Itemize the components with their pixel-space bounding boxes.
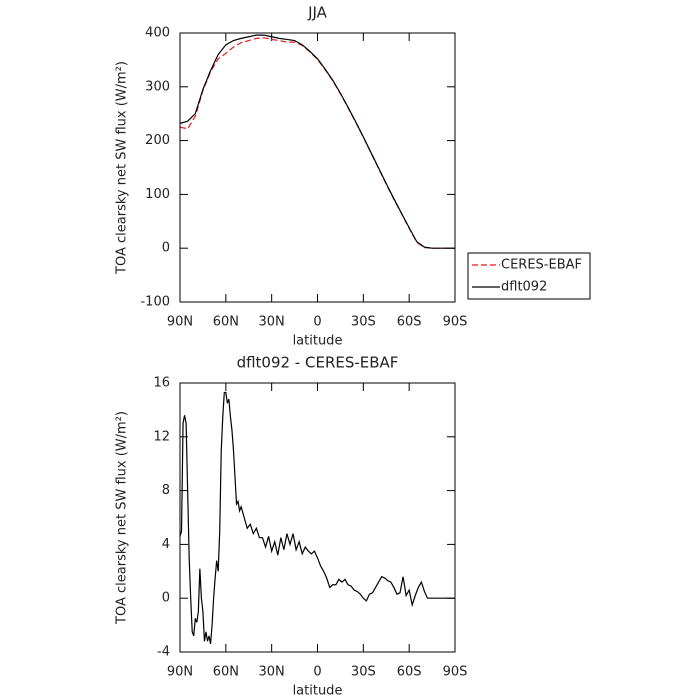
y-tick-label: 12 [153, 429, 170, 444]
x-tick-label: 30S [351, 315, 376, 330]
chart-title: dflt092 - CERES-EBAF [237, 354, 399, 372]
series-line [179, 37, 455, 249]
plot-frame [179, 32, 456, 303]
x-axis-label: latitude [293, 334, 343, 349]
x-tick-label: 30N [259, 315, 285, 330]
y-axis-label: TOA clearsky net SW flux (W/m²) [115, 411, 130, 625]
y-tick-label: 100 [145, 187, 170, 202]
y-tick-label: 16 [153, 376, 170, 391]
x-tick-label: 90S [443, 315, 468, 330]
y-tick-label: 400 [145, 26, 170, 41]
x-tick-label: 60S [397, 665, 422, 680]
legend-label: CERES-EBAF [501, 258, 582, 273]
x-tick-label: 90N [167, 315, 193, 330]
y-tick-label: -100 [140, 295, 170, 310]
y-tick-label: 4 [162, 537, 170, 552]
x-tick-label: 60N [213, 665, 239, 680]
y-tick-label: 200 [145, 133, 170, 148]
y-axis-label: TOA clearsky net SW flux (W/m²) [115, 61, 130, 275]
y-tick-label: 0 [162, 241, 170, 256]
x-axis-label: latitude [293, 684, 343, 699]
y-tick-label: 300 [145, 79, 170, 94]
x-tick-label: 0 [313, 315, 321, 330]
plot-frame [179, 382, 456, 653]
series-line [179, 34, 455, 249]
y-tick-label: 0 [162, 591, 170, 606]
legend-box [467, 252, 591, 300]
x-tick-label: 90S [443, 665, 468, 680]
x-tick-label: 30N [259, 665, 285, 680]
x-tick-label: 30S [351, 665, 376, 680]
y-tick-label: -4 [157, 645, 170, 660]
legend-label: dflt092 [501, 280, 547, 295]
y-tick-label: 8 [162, 483, 170, 498]
x-tick-label: 90N [167, 665, 193, 680]
chart-title: JJA [307, 4, 328, 22]
x-tick-label: 60S [397, 315, 422, 330]
x-tick-label: 60N [213, 315, 239, 330]
series-line [179, 391, 455, 645]
x-tick-label: 0 [313, 665, 321, 680]
